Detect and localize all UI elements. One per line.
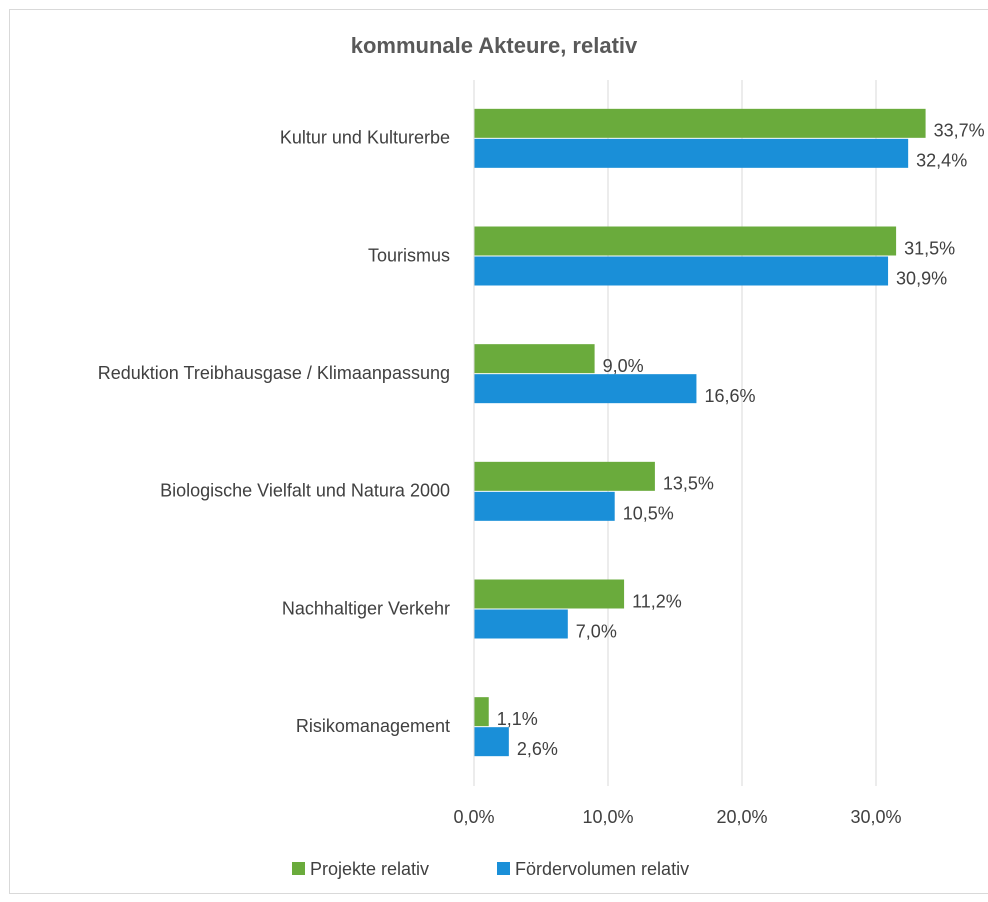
legend-swatch [497,862,510,875]
value-label: 33,7% [934,121,985,141]
bar [474,697,489,727]
value-label: 11,2% [632,591,682,611]
value-label: 10,5% [623,504,674,524]
x-tick-label: 0,0% [453,807,494,827]
y-tick-label: Reduktion Treibhausgase / Klimaanpassung [98,363,450,383]
x-tick-label: 30,0% [850,807,901,827]
value-label: 31,5% [904,238,955,258]
bar [474,579,625,609]
y-tick-label: Nachhaltiger Verkehr [282,598,450,618]
bar [474,374,697,404]
legend-label: Fördervolumen relativ [515,859,689,879]
value-label: 2,6% [517,739,558,759]
value-label: 13,5% [663,474,714,494]
bar [474,226,897,256]
y-tick-label: Biologische Vielfalt und Natura 2000 [160,481,450,501]
legend-swatch [292,862,305,875]
bar [474,609,568,639]
y-tick-label: Tourismus [368,245,450,265]
bar [474,344,595,374]
bar [474,256,889,286]
bar [474,461,655,491]
bar [474,491,615,521]
value-label: 30,9% [896,268,947,288]
value-label: 16,6% [704,386,755,406]
y-tick-label: Risikomanagement [296,716,450,736]
x-tick-label: 10,0% [582,807,633,827]
value-label: 7,0% [576,621,617,641]
legend-label: Projekte relativ [310,859,429,879]
bar [474,108,926,138]
x-tick-label: 20,0% [716,807,767,827]
bar [474,138,909,168]
value-label: 9,0% [603,356,644,376]
y-tick-label: Kultur und Kulturerbe [280,128,450,148]
chart-title: kommunale Akteure, relativ [351,33,638,58]
value-label: 1,1% [497,709,538,729]
value-label: 32,4% [916,151,967,171]
bar [474,727,509,757]
